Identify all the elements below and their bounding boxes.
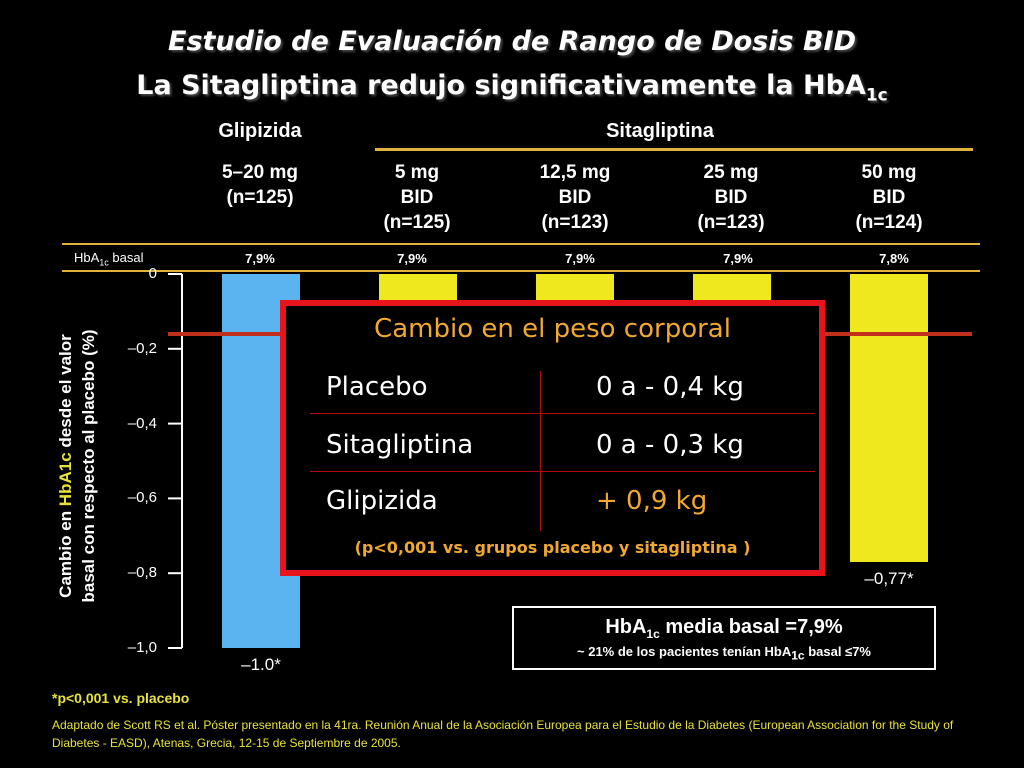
popup-row-name: Glipizida — [326, 486, 438, 516]
group-header-glipizida: Glipizida — [218, 120, 302, 142]
sitagliptina-header-rule — [375, 148, 973, 151]
dose-line: BID — [872, 187, 906, 208]
y-tick-label: –0,8 — [127, 564, 157, 582]
dose-line: (n=123) — [541, 212, 609, 233]
popup-column-divider — [540, 371, 541, 531]
title-line-2: La Sitagliptina redujo significativament… — [0, 70, 1024, 105]
basal-label-text: HbA — [74, 250, 100, 265]
significance-footnote: *p<0,001 vs. placebo — [52, 690, 190, 706]
dose-line: 25 mg — [703, 162, 759, 183]
baseline-info-box: HbA1c media basal =7,9% ~ 21% de los pac… — [512, 606, 936, 670]
info-subscript: 1c — [791, 648, 805, 663]
title-line-2-subscript: 1c — [865, 85, 888, 106]
info-text: media basal =7,9% — [659, 616, 843, 638]
basal-label-tail: basal — [108, 250, 144, 265]
title-line-1: Estudio de Evaluación de Rango de Dosis … — [168, 26, 856, 57]
dose-line: (n=124) — [855, 212, 923, 233]
popup-row-rule — [310, 471, 815, 472]
dose-line: BID — [714, 187, 748, 208]
dose-line: BID — [400, 187, 434, 208]
bar — [850, 274, 928, 562]
weight-change-popup: Cambio en el peso corporal Placebo 0 a -… — [280, 300, 825, 576]
dose-header-sita-25: 25 mg BID (n=123) — [661, 160, 801, 235]
dose-line: 50 mg — [861, 162, 917, 183]
basal-row-label: HbA1c basal — [74, 250, 144, 268]
title-line-2-text: La Sitagliptina redujo significativament… — [136, 70, 866, 101]
info-text: HbA — [605, 616, 647, 638]
dose-header-sita-12-5: 12,5 mg BID (n=123) — [505, 160, 645, 235]
basal-value: 7,9% — [245, 251, 275, 266]
dose-line: (n=123) — [697, 212, 765, 233]
basal-value: 7,9% — [565, 251, 595, 266]
basal-value: 7,9% — [723, 251, 753, 266]
dose-header-sita-5: 5 mg BID (n=125) — [347, 160, 487, 235]
dose-line: (n=125) — [383, 212, 451, 233]
info-line-2: ~ 21% de los pacientes tenían HbA1c basa… — [514, 644, 934, 663]
dose-line: 5 mg — [394, 162, 440, 183]
y-tick-label: 0 — [148, 265, 157, 282]
source-footnote: Adaptado de Scott RS et al. Póster prese… — [52, 718, 954, 750]
y-tick-label: –0,6 — [127, 489, 157, 507]
popup-row-value: 0 a - 0,4 kg — [596, 372, 744, 402]
info-text: basal ≤7% — [804, 644, 871, 659]
popup-row-value: 0 a - 0,3 kg — [596, 430, 744, 460]
y-tick-label: –0,4 — [127, 414, 157, 432]
info-subscript: 1c — [646, 627, 660, 641]
basal-value: 7,8% — [879, 251, 909, 266]
dose-line: BID — [558, 187, 592, 208]
popup-row-rule — [310, 413, 815, 414]
bar-value-label: –0,77* — [864, 568, 914, 588]
basal-row-top-rule — [62, 243, 980, 245]
popup-row-name: Placebo — [326, 372, 428, 402]
basal-value: 7,9% — [397, 251, 427, 266]
dose-header-glipizida: 5–20 mg (n=125) — [190, 160, 330, 210]
dose-header-sita-50: 50 mg BID (n=124) — [819, 160, 959, 235]
info-line-1: HbA1c media basal =7,9% — [514, 616, 934, 641]
dose-line: 12,5 mg — [539, 162, 611, 183]
popup-note: (p<0,001 vs. grupos placebo y sitaglipti… — [354, 538, 751, 557]
popup-row-name: Sitagliptina — [326, 430, 474, 460]
popup-title: Cambio en el peso corporal — [374, 314, 731, 344]
group-header-sitagliptina: Sitagliptina — [606, 120, 714, 142]
y-tick-label: –0,2 — [127, 339, 157, 357]
bar-value-label: –1.0* — [241, 655, 281, 674]
y-tick-label: –1,0 — [127, 639, 157, 656]
popup-row-value: + 0,9 kg — [596, 486, 708, 516]
basal-row-bottom-rule — [62, 270, 980, 272]
dose-line: 5–20 mg — [221, 162, 299, 183]
dose-line: (n=125) — [226, 187, 294, 208]
info-text: ~ 21% de los pacientes tenían HbA — [577, 644, 792, 659]
basal-label-subscript: 1c — [99, 257, 109, 268]
